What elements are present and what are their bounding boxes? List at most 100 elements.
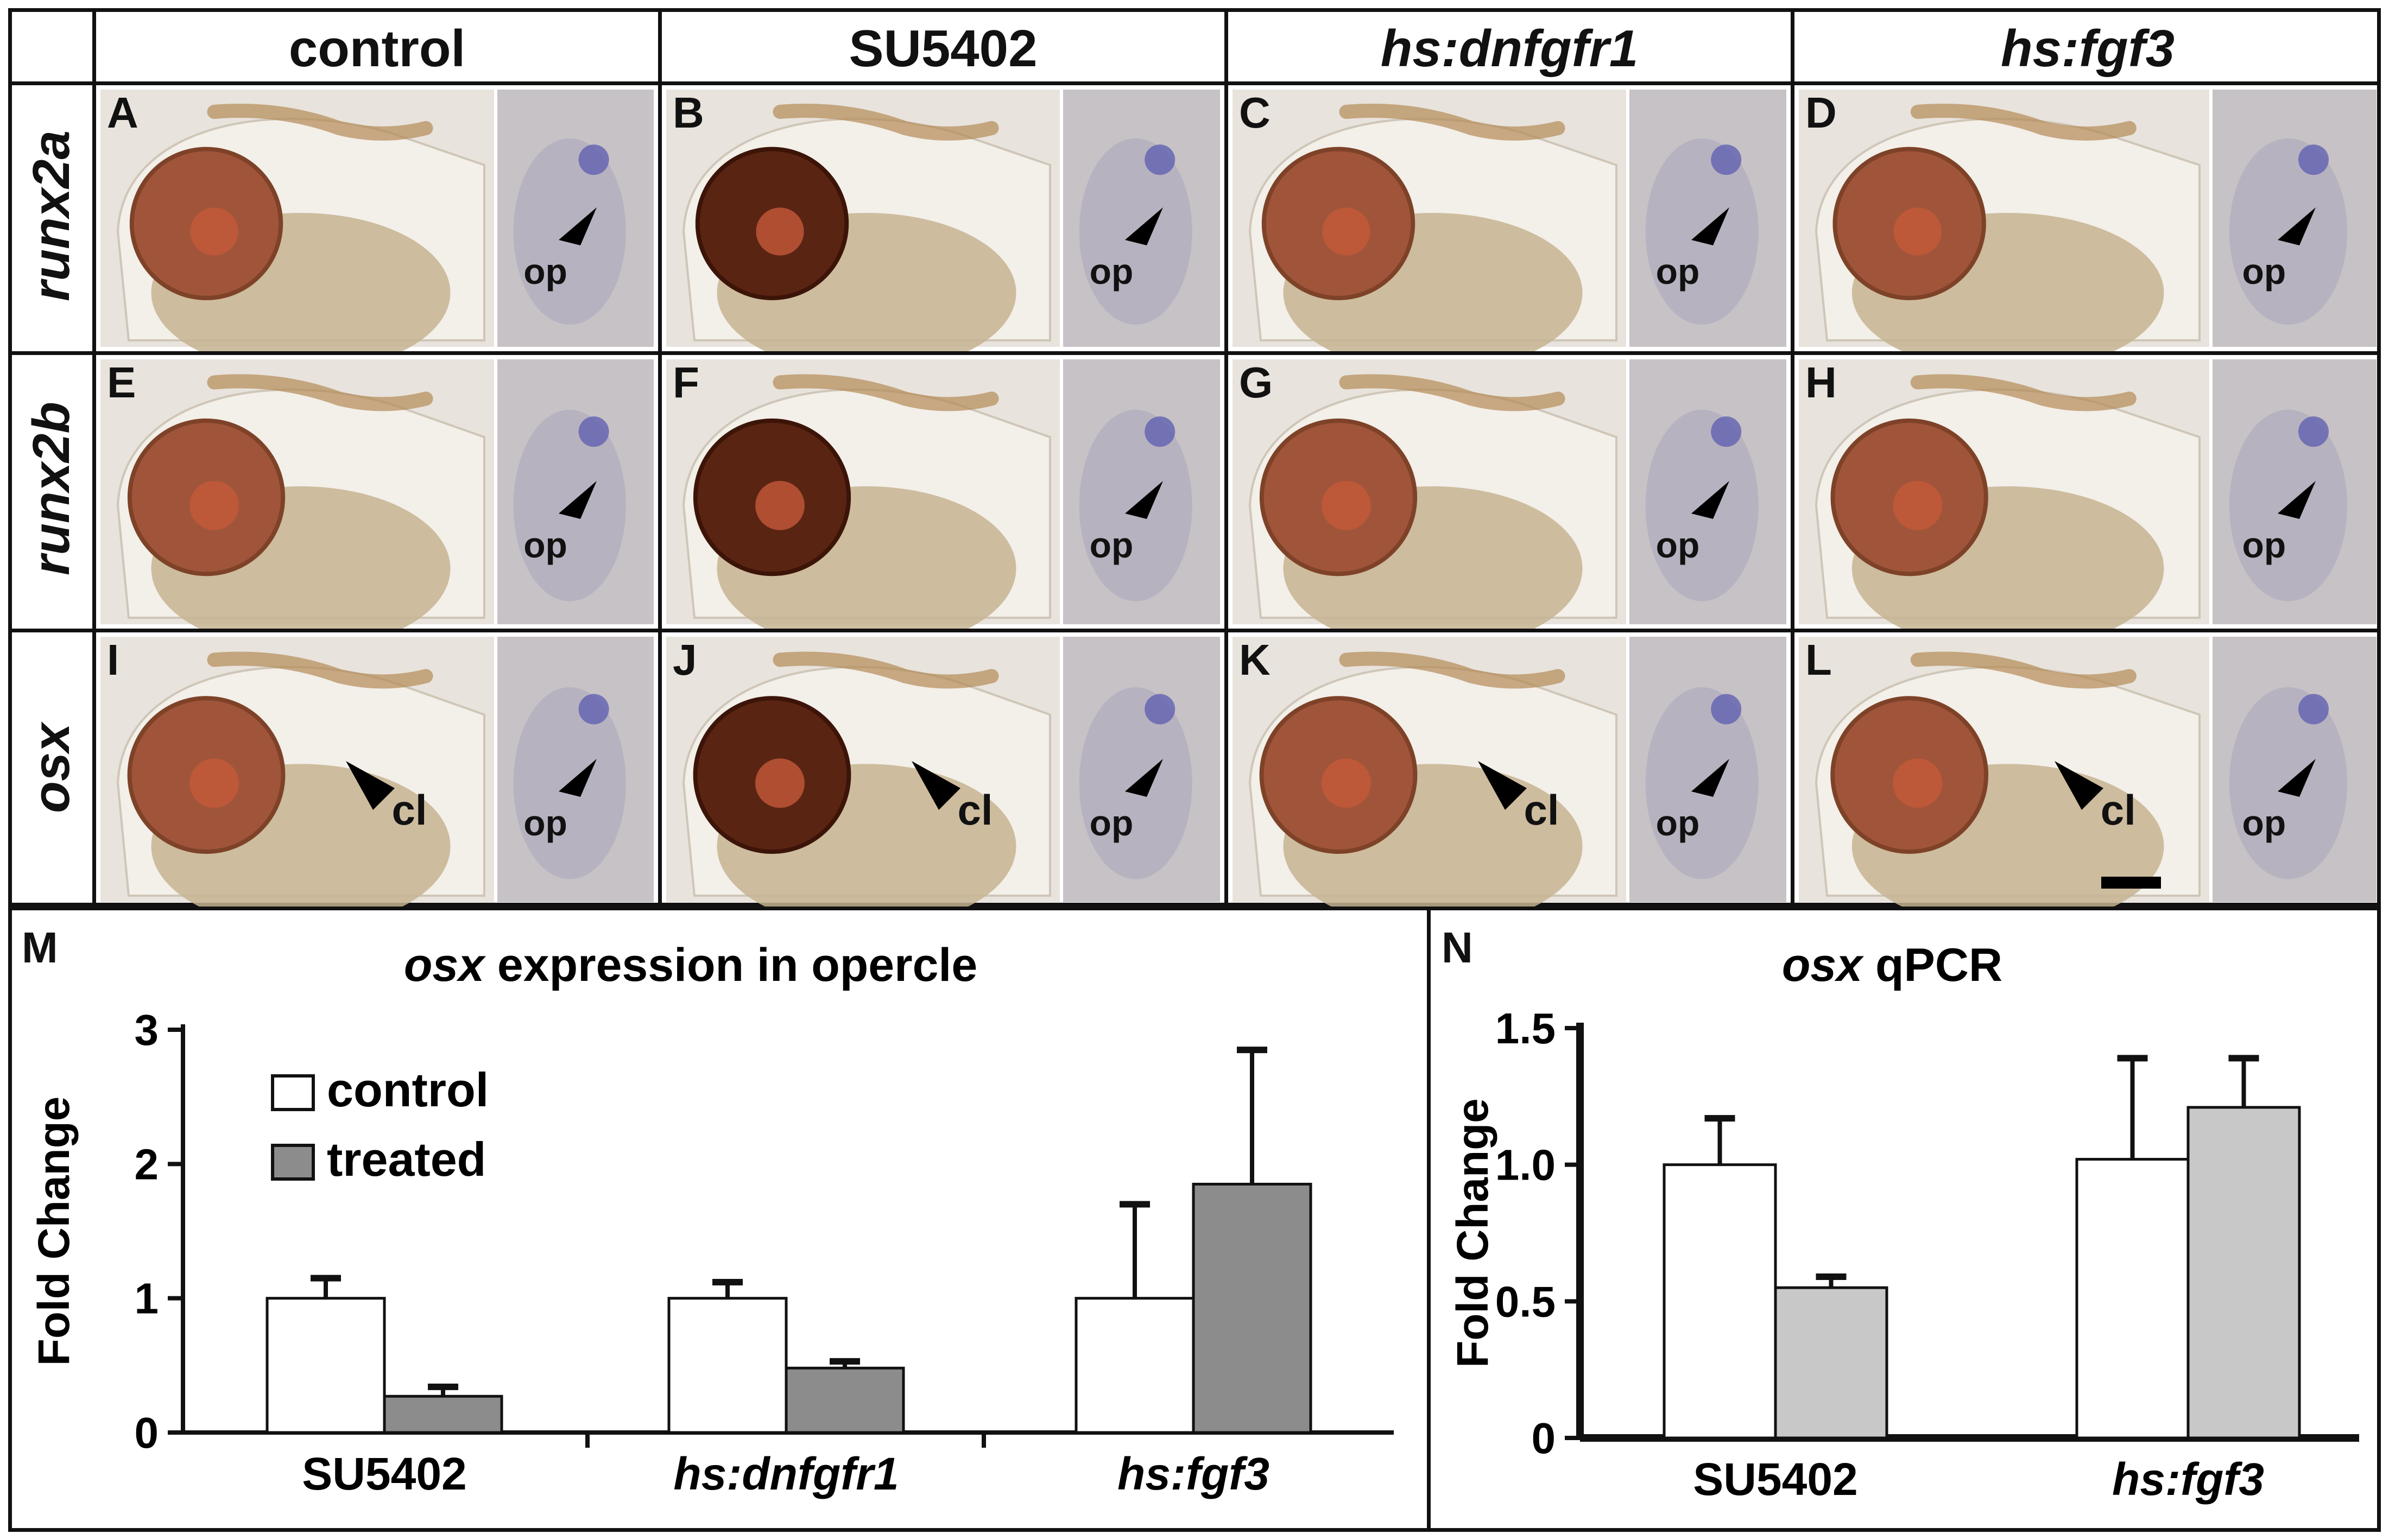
legend-label-control: control	[327, 1063, 489, 1117]
bar-control	[667, 1297, 788, 1434]
cl-label: cl	[391, 786, 427, 834]
micrograph-A	[100, 90, 654, 351]
cl-arrow-icon	[345, 761, 395, 810]
op-arrow-icon	[1124, 758, 1163, 797]
op-label: op	[1655, 802, 1700, 843]
bar-treated	[383, 1395, 503, 1434]
legend-swatch-control	[271, 1074, 315, 1111]
op-label: op	[1089, 251, 1134, 291]
panel-letter-L: L	[1805, 636, 1832, 684]
category-label: hs:dnfgfr1	[673, 1448, 899, 1499]
y-tick-label: 0.5	[1495, 1277, 1556, 1326]
micrograph-H	[1799, 359, 2377, 629]
op-label: op	[2242, 525, 2286, 566]
y-tick-label: 2	[135, 1140, 159, 1188]
cl-arrow-icon	[911, 761, 960, 810]
chart-m: osx expression in opercle Fold Change 0 1 2 3…	[29, 939, 1394, 1499]
micrograph-D	[1799, 90, 2377, 351]
panel-letter-I: I	[107, 636, 119, 684]
chart-title: osx expression in opercle	[404, 939, 977, 991]
micrograph-C	[1233, 90, 1786, 351]
bar-series-1	[1774, 1286, 1888, 1440]
micrograph-G	[1233, 359, 1786, 629]
op-label: op	[523, 251, 567, 291]
y-axis-label: Fold Change	[29, 1097, 79, 1366]
chart-n: osx qPCR Fold Change 0 0.5 1.0 1.5 SU5402 hs:fg…	[1448, 939, 2359, 1505]
bar-series-1	[2186, 1106, 2301, 1440]
micrograph-I	[100, 637, 654, 907]
op-label: op	[2242, 802, 2286, 843]
panel-letter-C: C	[1239, 88, 1271, 137]
y-tick-label: 3	[135, 1006, 159, 1054]
panel-letter-K: K	[1239, 636, 1271, 684]
chart-n-frame	[1427, 907, 2381, 1532]
category-label: hs:fgf3	[2112, 1454, 2264, 1505]
y-tick-label: 1.5	[1495, 1004, 1556, 1053]
y-axis-label: Fold Change	[1448, 1098, 1497, 1368]
y-tick-label: 1	[135, 1275, 159, 1323]
row-header-runx2b: runx2b	[22, 401, 80, 575]
y-tick-label: 1.0	[1495, 1141, 1556, 1189]
col-divider-2	[1224, 8, 1228, 907]
header-divider	[8, 81, 2381, 85]
chart-m-panel-letter: M	[22, 923, 58, 972]
bar-control	[1075, 1297, 1195, 1434]
cl-arrow-icon	[2054, 761, 2103, 810]
bar-series-0	[1663, 1163, 1777, 1440]
cl-label: cl	[957, 786, 993, 834]
bar-series-0	[2075, 1158, 2190, 1440]
column-header-hs-fgf3: hs:fgf3	[2001, 20, 2175, 78]
panel-letter-J: J	[673, 636, 697, 684]
micrograph-B	[666, 90, 1220, 351]
panel-letter-A: A	[107, 88, 138, 137]
op-label: op	[523, 525, 567, 566]
chart-title-rest: qPCR	[1862, 939, 2002, 991]
op-label: op	[1089, 802, 1134, 843]
panel-letter-D: D	[1805, 88, 1837, 137]
op-arrow-icon	[1691, 481, 1729, 519]
chart-title-italic: osx	[404, 939, 486, 991]
category-label: hs:fgf3	[1117, 1448, 1269, 1499]
micrograph-F	[666, 359, 1220, 629]
column-header-hs-dnfgfr1: hs:dnfgfr1	[1380, 20, 1639, 78]
bar-treated	[785, 1366, 905, 1434]
chart-title: osx qPCR	[1782, 939, 2002, 991]
chart-title-rest: expression in opercle	[484, 939, 977, 991]
col-divider-1	[658, 8, 662, 907]
rowhead-divider	[92, 8, 96, 907]
cl-arrow-icon	[1477, 761, 1527, 810]
panel-letter-F: F	[673, 358, 699, 407]
col-divider-3	[1791, 8, 1794, 907]
op-arrow-icon	[1124, 481, 1163, 519]
panel-letter-B: B	[673, 88, 704, 137]
category-label: SU5402	[1693, 1454, 1858, 1505]
op-label: op	[2242, 251, 2286, 291]
legend-swatch-treated	[271, 1144, 315, 1181]
op-label: op	[1089, 525, 1134, 566]
op-label: op	[523, 802, 567, 843]
op-arrow-icon	[2277, 207, 2316, 245]
micrograph-J	[666, 637, 1220, 907]
y-tick-label: 0	[135, 1409, 159, 1457]
op-arrow-icon	[1691, 758, 1729, 797]
op-arrow-icon	[2277, 481, 2316, 519]
op-arrow-icon	[2277, 758, 2316, 797]
legend-label-treated: treated	[327, 1132, 486, 1186]
chart-n-panel-letter: N	[1442, 923, 1473, 972]
row-header-runx2a: runx2a	[22, 130, 80, 301]
category-label: SU5402	[302, 1448, 467, 1499]
panel-letter-H: H	[1805, 358, 1837, 407]
bar-treated	[1192, 1182, 1312, 1434]
row-divider-1	[8, 351, 2381, 355]
image-grid-frame	[8, 8, 2381, 907]
bar-control	[266, 1297, 386, 1434]
chart-title-italic: osx	[1782, 939, 1864, 991]
row-divider-2	[8, 629, 2381, 632]
op-arrow-icon	[559, 758, 597, 797]
op-label: op	[1655, 525, 1700, 566]
op-arrow-icon	[1124, 207, 1163, 245]
cl-label: cl	[1524, 786, 1559, 834]
panel-letter-G: G	[1239, 358, 1273, 407]
op-arrow-icon	[559, 481, 597, 519]
column-header-control: control	[288, 20, 466, 78]
